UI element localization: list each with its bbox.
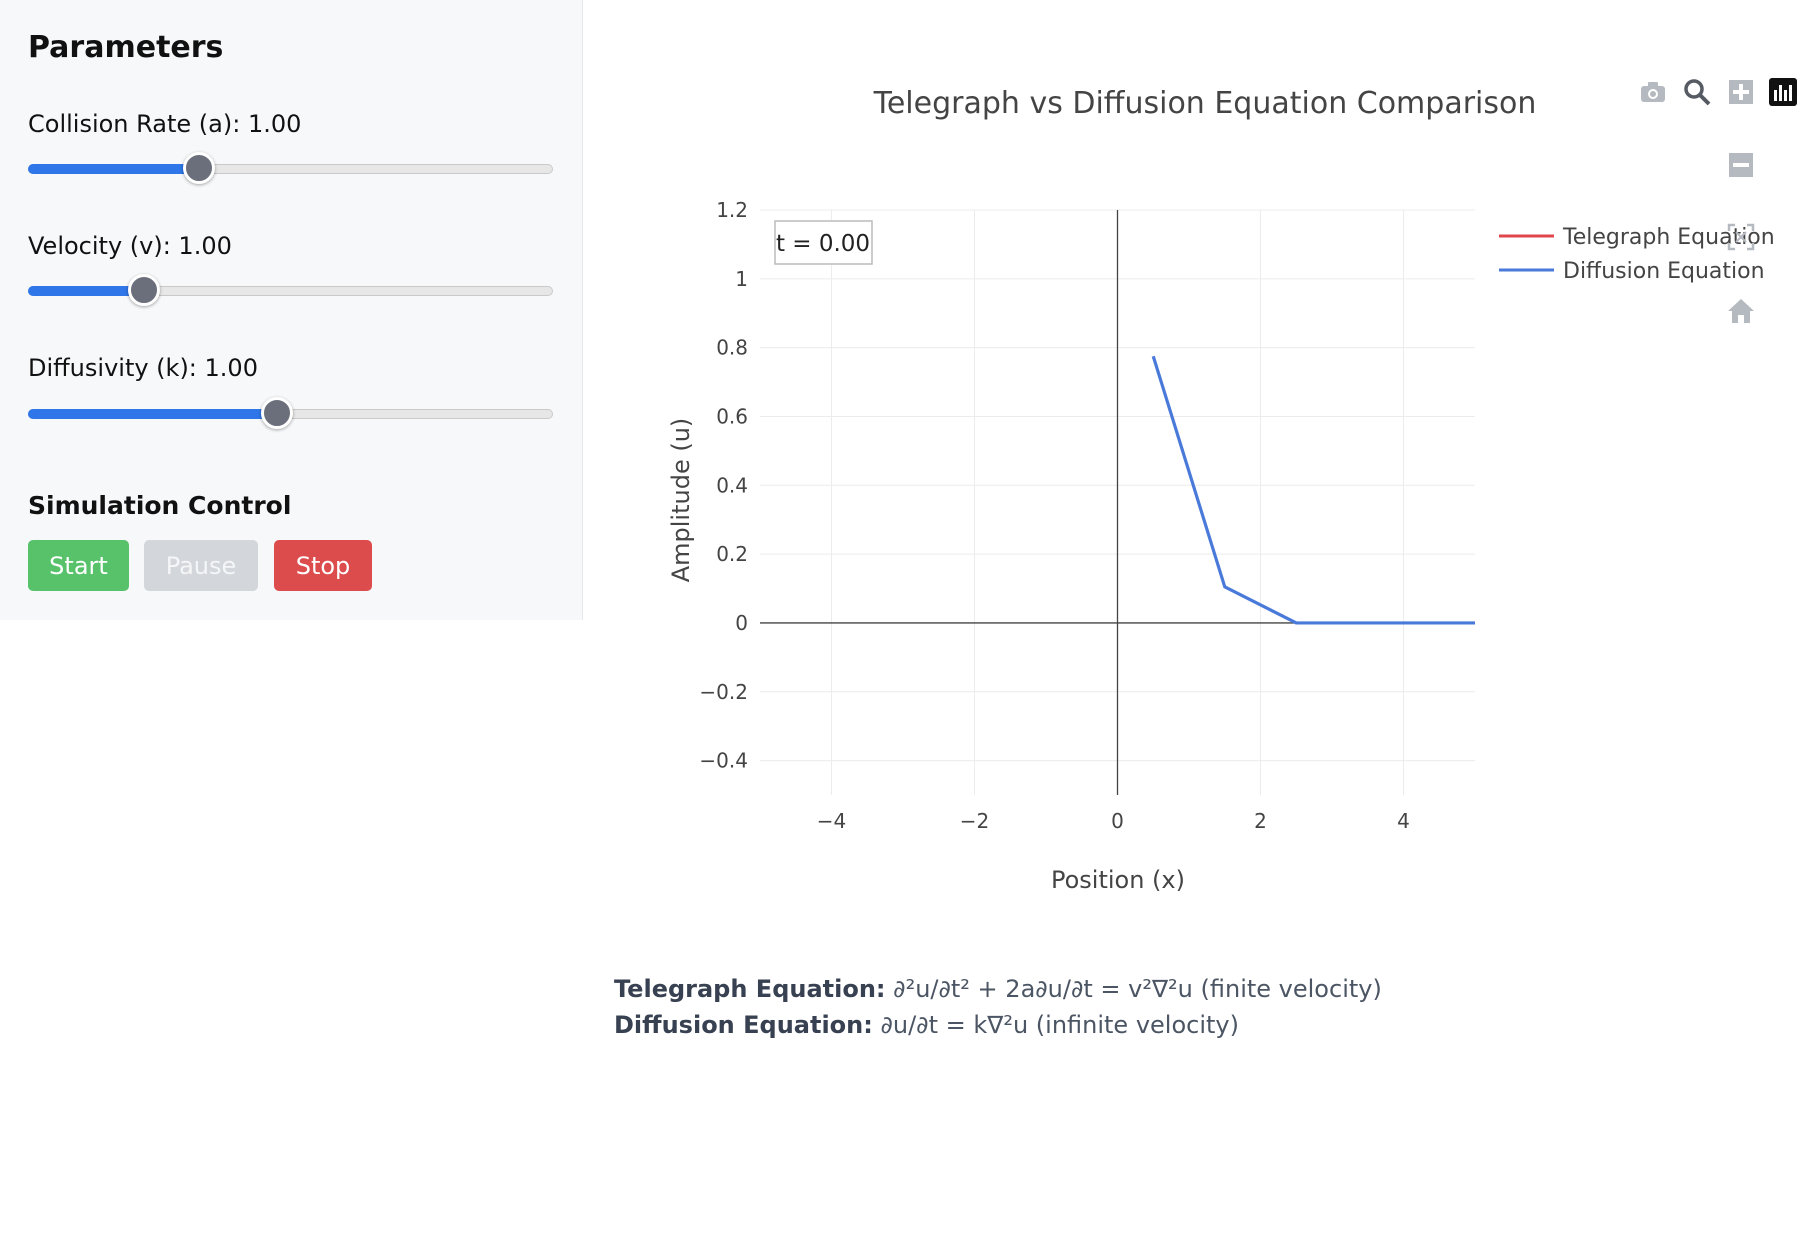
diffusivity-fill <box>28 409 277 419</box>
series-layer <box>1151 355 1475 625</box>
legend-label-1: Diffusion Equation <box>1563 259 1765 284</box>
x-tick-label: −4 <box>817 809 846 833</box>
y-tick-label: 0 <box>735 611 748 635</box>
diffusion-formula-label: Diffusion Equation: <box>614 1011 873 1039</box>
chart-title: Telegraph vs Diffusion Equation Comparis… <box>873 86 1537 121</box>
autoscale-icon[interactable] <box>1726 222 1756 252</box>
y-tick-label: 0.6 <box>716 404 748 428</box>
x-tick-label: 0 <box>1111 809 1124 833</box>
collision-rate-thumb[interactable] <box>182 152 215 184</box>
diffusion-formula-text: ∂u/∂t = k∇²u (infinite velocity) <box>872 1011 1239 1039</box>
velocity-label: Velocity (v): 1.00 <box>28 232 232 260</box>
stop-button[interactable]: Stop <box>274 540 372 591</box>
y-tick-label: 0.4 <box>716 473 748 497</box>
collision-rate-label: Collision Rate (a): 1.00 <box>28 110 302 138</box>
telegraph-formula-label: Telegraph Equation: <box>614 975 886 1003</box>
series-line-1 <box>1151 355 1475 625</box>
y-axis-title: Amplitude (u) <box>667 418 695 583</box>
y-tick-label: 1.2 <box>716 198 748 222</box>
x-axis-title: Position (x) <box>1051 866 1185 894</box>
x-tick-label: 4 <box>1397 809 1410 833</box>
x-tick-label: 2 <box>1254 809 1267 833</box>
y-tick-label: −0.4 <box>699 749 748 773</box>
zoom-in-icon[interactable] <box>1726 77 1756 107</box>
parameters-panel: Parameters Collision Rate (a): 1.00 Velo… <box>0 0 583 620</box>
diffusion-formula: Diffusion Equation: ∂u/∂t = k∇²u (infini… <box>614 1011 1239 1039</box>
home-icon[interactable] <box>1726 296 1756 326</box>
parameters-title: Parameters <box>28 30 224 65</box>
camera-icon[interactable] <box>1638 77 1668 107</box>
annotation-layer: t = 0.00 <box>774 220 873 265</box>
plotly-logo-icon[interactable] <box>1768 77 1798 107</box>
diffusivity-label: Diffusivity (k): 1.00 <box>28 354 258 382</box>
diffusivity-slider[interactable] <box>28 397 553 429</box>
y-tick-label: 1 <box>735 267 748 291</box>
velocity-fill <box>28 286 144 296</box>
y-tick-label: −0.2 <box>699 680 748 704</box>
velocity-slider[interactable] <box>28 274 553 306</box>
y-tick-label: 0.2 <box>716 542 748 566</box>
zoom-out-icon[interactable] <box>1726 150 1756 180</box>
y-tick-label: 0.8 <box>716 336 748 360</box>
velocity-thumb[interactable] <box>128 274 161 306</box>
timestamp-box <box>774 220 873 265</box>
pause-button[interactable]: Pause <box>144 540 258 591</box>
collision-rate-slider[interactable] <box>28 152 553 184</box>
start-button[interactable]: Start <box>28 540 129 591</box>
telegraph-formula: Telegraph Equation: ∂²u/∂t² + 2a∂u/∂t = … <box>614 975 1382 1003</box>
diffusivity-thumb[interactable] <box>261 397 294 429</box>
telegraph-formula-text: ∂²u/∂t² + 2a∂u/∂t = v²∇²u (finite veloci… <box>885 975 1382 1003</box>
collision-rate-fill <box>28 164 198 174</box>
x-tick-label: −2 <box>960 809 989 833</box>
timestamp-annotation: t = 0.00 <box>776 231 870 257</box>
axis-layer: −4 −2 0 2 4 1.2 1 0.8 0.6 0.4 0.2 0 −0.2 −0.4 <box>699 198 1475 833</box>
simulation-control-title: Simulation Control <box>28 491 292 520</box>
zoom-icon[interactable] <box>1682 77 1712 107</box>
